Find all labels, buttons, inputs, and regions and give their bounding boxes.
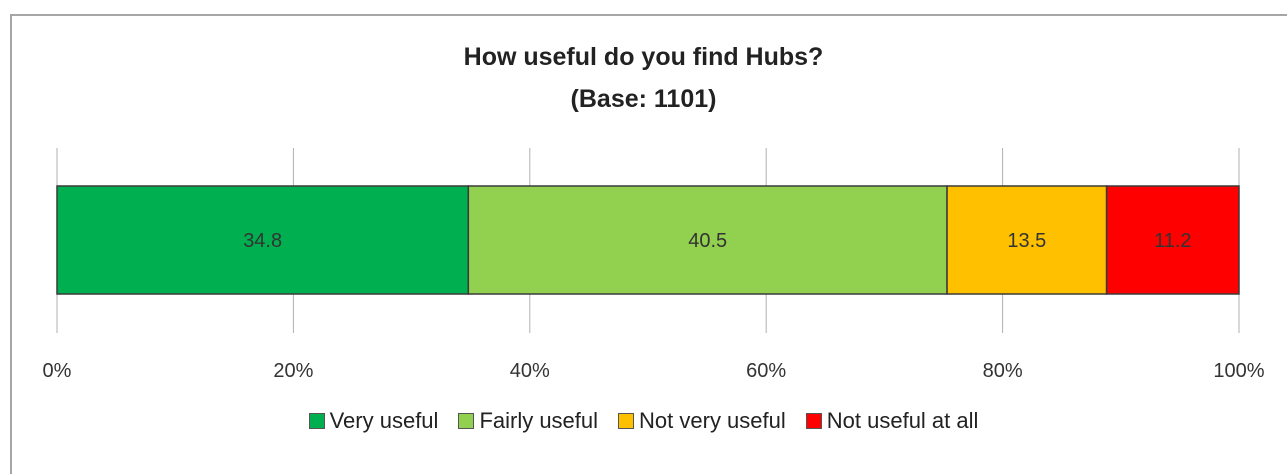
chart-subtitle: (Base: 1101) [570, 85, 717, 113]
legend-item-very-useful: Very useful [308, 408, 439, 434]
legend-swatch-fairly-useful [458, 413, 475, 429]
chart-title: How useful do you find Hubs? [463, 43, 824, 71]
bar-segment-not-very-useful [946, 185, 1108, 295]
bar-segment-not-useful-at-all [1105, 185, 1240, 295]
x-tick-label: 40% [510, 360, 550, 382]
legend-swatch-not-useful-at-all [805, 413, 822, 429]
data-label: 34.8 [243, 230, 282, 252]
legend-label-very-useful: Very useful [329, 408, 439, 433]
legend: Very useful Fairly useful Not very usefu… [0, 408, 1287, 434]
legend-item-fairly-useful: Fairly useful [458, 408, 598, 434]
x-tick-label: 0% [43, 360, 72, 382]
x-tick-label: 80% [983, 360, 1023, 382]
x-tick-label: 100% [1213, 360, 1264, 382]
data-label: 11.2 [1154, 230, 1191, 252]
legend-label-not-very-useful: Not very useful [639, 408, 786, 433]
legend-label-fairly-useful: Fairly useful [479, 408, 599, 433]
legend-swatch-not-very-useful [618, 413, 635, 429]
stacked-bar-plot: 0% 20% 40% 60% 80% 100% 34.8 40.5 13.5 11.2 [43, 148, 1265, 382]
data-label: 40.5 [688, 230, 727, 252]
legend-item-not-very-useful: Not very useful [618, 408, 786, 434]
x-tick-label: 20% [273, 360, 313, 382]
chart-frame [10, 14, 1287, 474]
legend-item-not-useful-at-all: Not useful at all [805, 408, 979, 434]
data-label: 13.5 [1007, 230, 1046, 252]
legend-label-not-useful-at-all: Not useful at all [826, 408, 979, 433]
x-tick-label: 60% [746, 360, 786, 382]
legend-swatch-very-useful [308, 413, 325, 429]
bar-segment-fairly-useful [467, 185, 948, 295]
bar-segment-very-useful [56, 185, 470, 295]
